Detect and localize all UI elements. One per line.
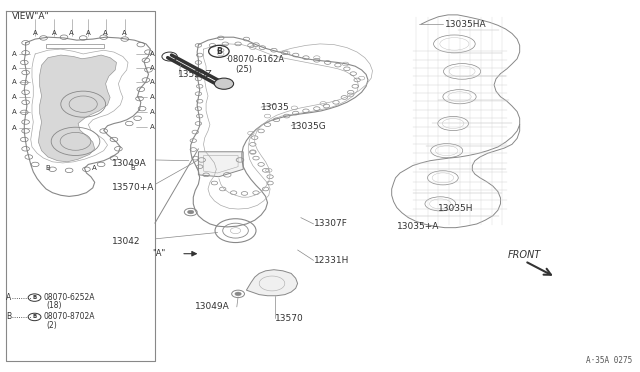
Text: A: A (86, 30, 91, 36)
Text: A: A (6, 293, 12, 302)
Text: A: A (150, 51, 155, 57)
Text: A: A (52, 30, 57, 36)
Text: 08070-6252A: 08070-6252A (44, 293, 95, 302)
Text: A: A (12, 65, 17, 71)
Text: A: A (122, 30, 127, 36)
Text: 13520Z: 13520Z (178, 70, 212, 79)
Text: ·08070-6162A: ·08070-6162A (225, 55, 284, 64)
Text: A: A (12, 109, 17, 115)
Text: A: A (69, 30, 74, 36)
Circle shape (214, 78, 234, 89)
Text: A: A (150, 65, 155, 71)
Text: A: A (33, 30, 38, 36)
Text: (18): (18) (46, 301, 61, 310)
Text: 08070-8702A: 08070-8702A (44, 312, 95, 321)
Text: 13570+A: 13570+A (112, 183, 154, 192)
Polygon shape (198, 152, 243, 177)
Text: A: A (150, 124, 155, 130)
Text: A: A (12, 94, 17, 100)
Text: B: B (216, 47, 221, 56)
Text: A: A (150, 94, 155, 100)
Text: 13035+A: 13035+A (397, 222, 439, 231)
Text: A·35A 0275: A·35A 0275 (586, 356, 632, 365)
Text: FRONT: FRONT (508, 250, 541, 260)
Text: VIEW"A": VIEW"A" (12, 12, 49, 20)
Text: 13035: 13035 (261, 103, 290, 112)
Text: 13035G: 13035G (291, 122, 327, 131)
Text: B: B (45, 165, 51, 171)
Text: A: A (150, 79, 155, 85)
Text: 13035HA: 13035HA (445, 20, 486, 29)
Polygon shape (38, 55, 116, 162)
Text: (2): (2) (46, 321, 57, 330)
Text: B: B (6, 312, 12, 321)
Text: (25): (25) (236, 65, 253, 74)
Polygon shape (246, 270, 298, 296)
Text: 12331H: 12331H (314, 256, 349, 265)
Text: 13307F: 13307F (314, 219, 348, 228)
Text: 13042: 13042 (112, 237, 141, 246)
Text: B: B (33, 295, 36, 300)
Text: 13035H: 13035H (438, 204, 474, 213)
Circle shape (235, 292, 241, 296)
Text: A: A (12, 125, 17, 131)
Text: B: B (33, 314, 36, 320)
Text: A: A (92, 165, 97, 171)
Text: A: A (150, 109, 155, 115)
Text: A: A (103, 30, 108, 36)
Text: 13049A: 13049A (112, 159, 147, 168)
Text: 13049A: 13049A (195, 302, 230, 311)
Text: A: A (12, 79, 17, 85)
Text: 13570: 13570 (275, 314, 304, 323)
Text: "A": "A" (152, 249, 165, 258)
Text: B: B (131, 165, 136, 171)
Circle shape (188, 210, 194, 214)
Text: A: A (12, 51, 17, 57)
